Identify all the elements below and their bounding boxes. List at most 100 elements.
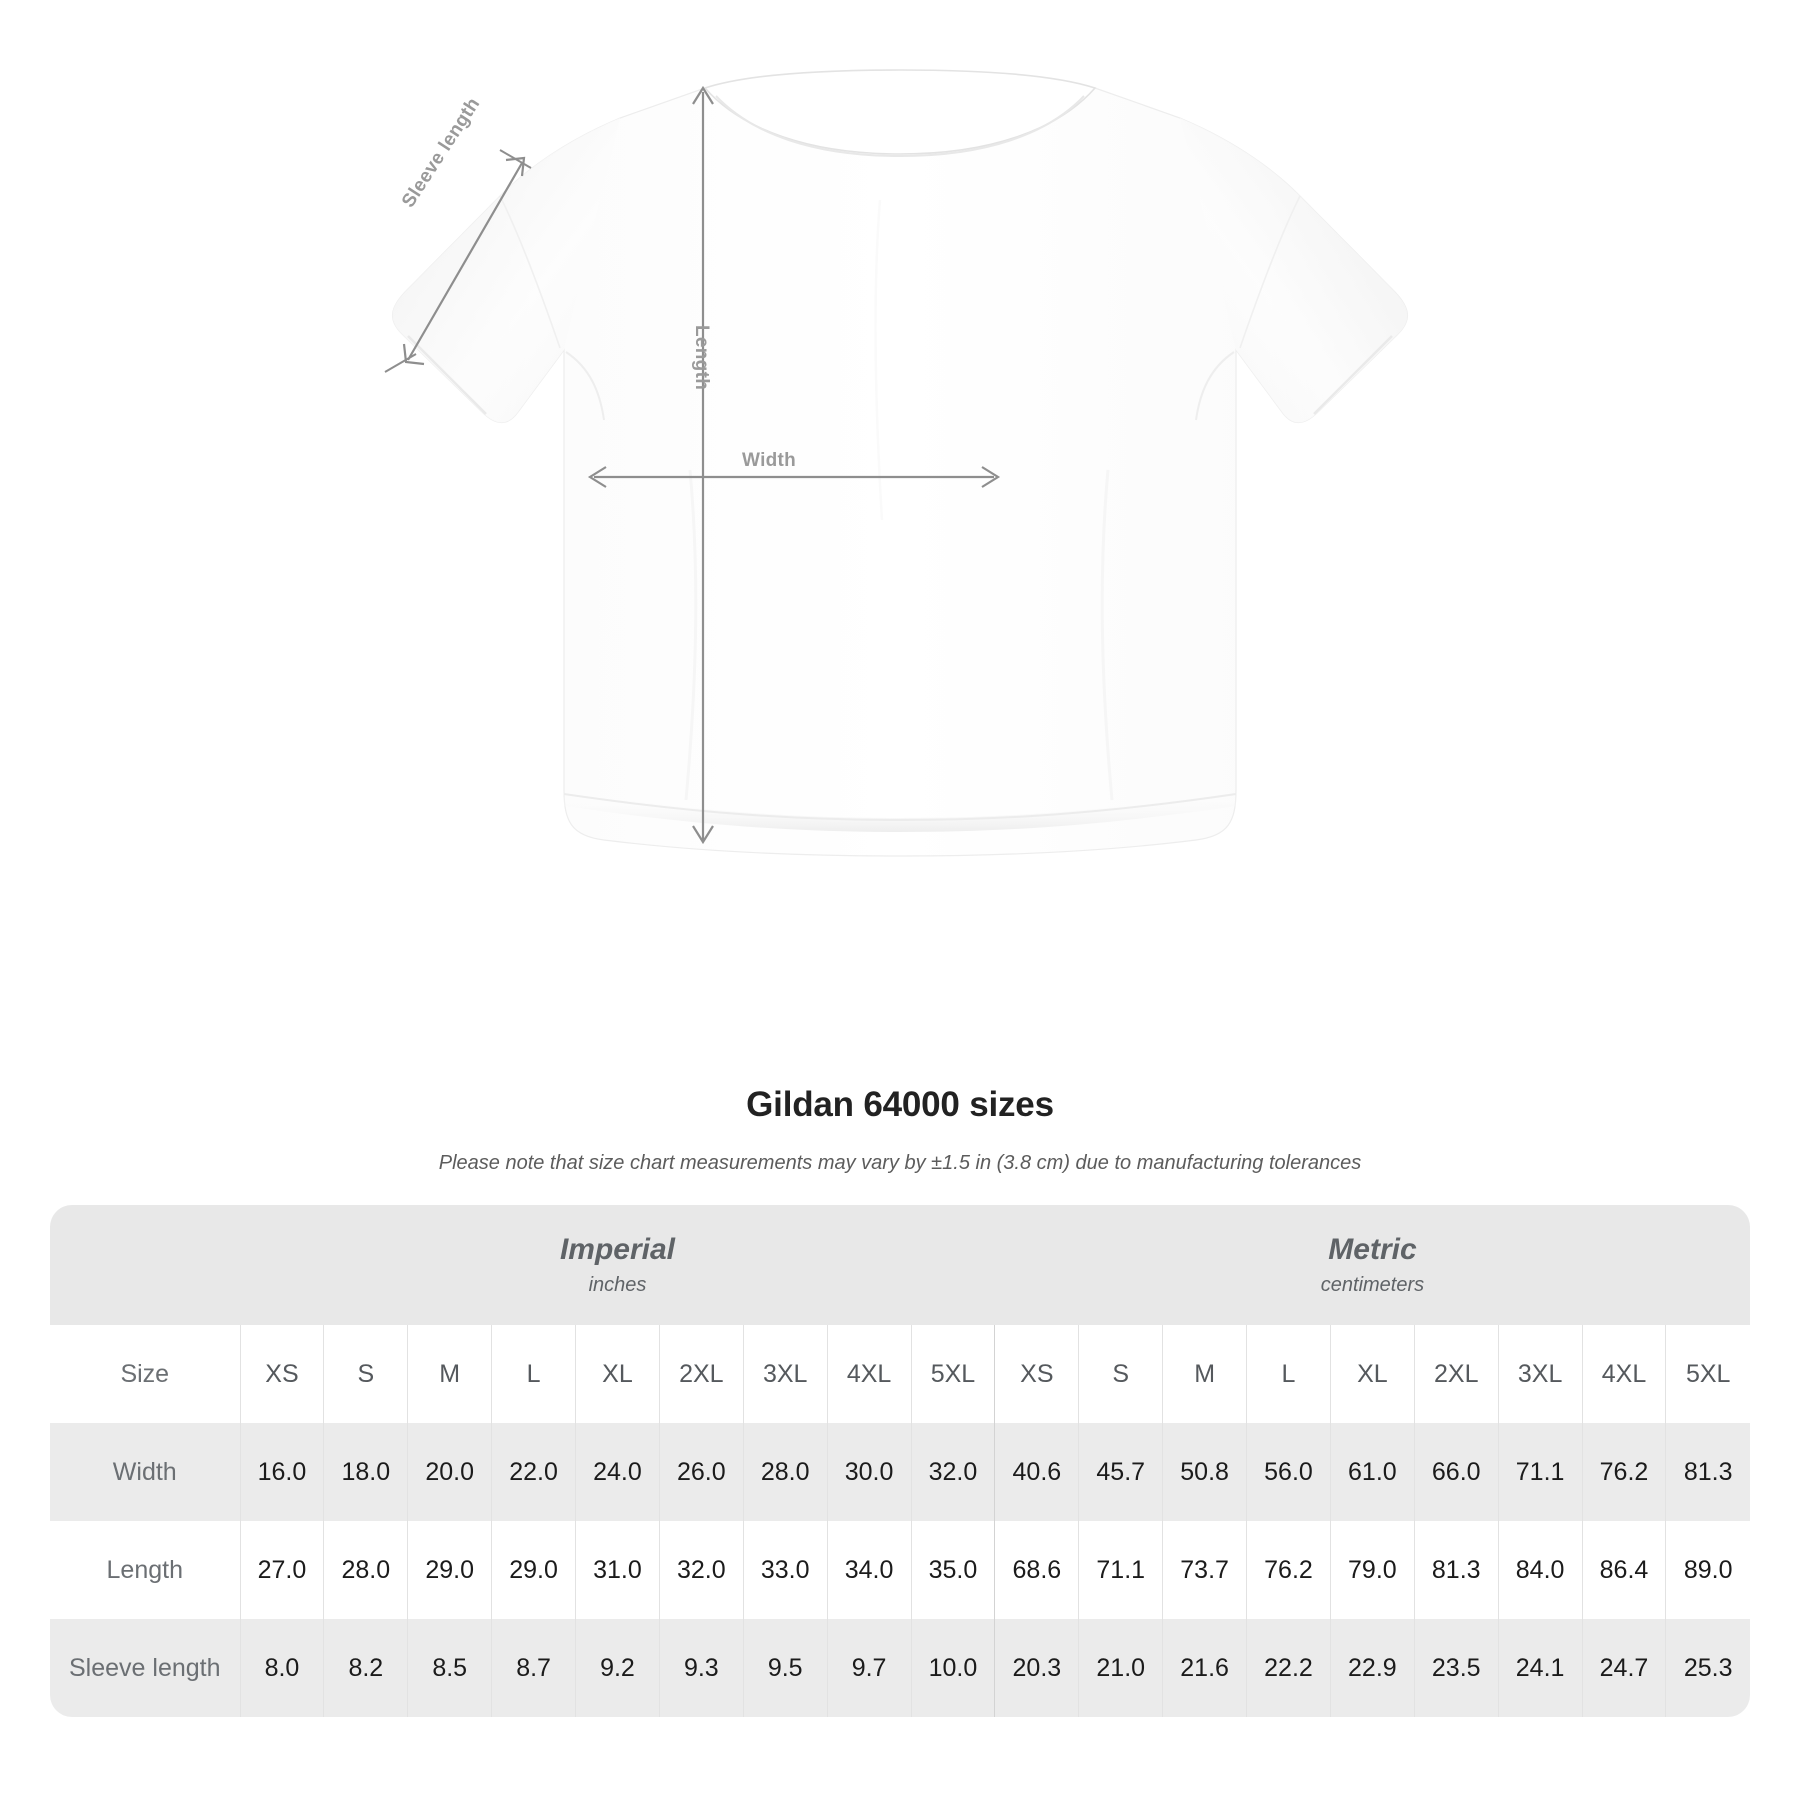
cell-sleeve-length-metric-l: 22.2 [1246,1619,1331,1717]
cell-sleeve-length-metric-3xl: 24.1 [1497,1619,1583,1717]
cell-width-metric-l: 56.0 [1246,1423,1331,1521]
cell-sleeve-length-imperial-m: 8.5 [407,1619,492,1717]
cell-sleeve-length-imperial-s: 8.2 [323,1619,408,1717]
sleeve-length-arrow [384,149,532,373]
size-row-label: Size [50,1325,241,1423]
cell-sleeve-length-imperial-3xl: 9.5 [742,1619,828,1717]
size-table-container: Imperial inches Metric centimeters Size … [50,1205,1750,1717]
cell-width-imperial-xs: 16.0 [239,1423,324,1521]
tshirt-illustration-svg [384,69,1408,857]
cell-width-metric-2xl: 66.0 [1413,1423,1499,1521]
cell-width-imperial-l: 22.0 [491,1423,576,1521]
cell-width-metric-5xl: 81.3 [1665,1423,1750,1521]
cell-sleeve-length-imperial-5xl: 10.0 [910,1619,995,1717]
cell-length-imperial-3xl: 33.0 [742,1521,828,1619]
cell-width-metric-xl: 61.0 [1329,1423,1415,1521]
cell-length-imperial-s: 28.0 [323,1521,408,1619]
cell-length-metric-3xl: 84.0 [1497,1521,1583,1619]
cell-width-imperial-m: 20.0 [407,1423,492,1521]
cell-length-metric-l: 76.2 [1246,1521,1331,1619]
size-column-header-imperial-xl: XL [575,1325,660,1423]
size-header-row: Size XS S M L XL 2XL 3XL 4XL 5XL XS S M L XL 2XL 3XL 4XL… [50,1325,1750,1423]
cell-length-metric-xl: 79.0 [1329,1521,1415,1619]
cell-length-imperial-xl: 31.0 [575,1521,660,1619]
length-arrow [692,85,714,845]
size-column-header-imperial-m: M [407,1325,492,1423]
cell-width-metric-m: 50.8 [1162,1423,1247,1521]
cell-width-metric-4xl: 76.2 [1581,1423,1666,1521]
size-column-header-metric-m: M [1162,1325,1247,1423]
cell-width-imperial-4xl: 30.0 [826,1423,912,1521]
size-column-header-metric-l: L [1246,1325,1331,1423]
cell-sleeve-length-metric-xl: 22.9 [1329,1619,1415,1717]
table-row: Width 16.0 18.0 20.0 22.0 24.0 26.0 28.0 30.0 32.… [50,1423,1750,1521]
cell-length-metric-m: 73.7 [1162,1521,1247,1619]
size-column-header-imperial-l: L [491,1325,576,1423]
cell-length-metric-xs: 68.6 [994,1521,1079,1619]
cell-sleeve-length-imperial-l: 8.7 [491,1619,576,1717]
size-column-header-metric-5xl: 5XL [1665,1325,1750,1423]
cell-sleeve-length-metric-2xl: 23.5 [1413,1619,1499,1717]
cell-width-metric-xs: 40.6 [994,1423,1079,1521]
cell-width-imperial-2xl: 26.0 [658,1423,744,1521]
cell-length-metric-4xl: 86.4 [1581,1521,1666,1619]
cell-width-metric-s: 45.7 [1078,1423,1163,1521]
size-chart-table: Imperial inches Metric centimeters Size … [50,1205,1750,1717]
cell-width-imperial-3xl: 28.0 [742,1423,828,1521]
cell-length-imperial-xs: 27.0 [239,1521,324,1619]
table-row: Length 27.0 28.0 29.0 29.0 31.0 32.0 33.0 34.0 35… [50,1521,1750,1619]
size-column-header-metric-xs: XS [994,1325,1079,1423]
cell-sleeve-length-metric-m: 21.6 [1162,1619,1247,1717]
cell-sleeve-length-imperial-2xl: 9.3 [658,1619,744,1717]
size-column-header-metric-xl: XL [1329,1325,1415,1423]
unit-system-name-metric: Metric [1328,1233,1417,1266]
width-arrow [587,466,1001,488]
cell-length-metric-s: 71.1 [1078,1521,1163,1619]
unit-header-imperial: Imperial inches [240,1205,995,1325]
cell-sleeve-length-imperial-4xl: 9.7 [826,1619,912,1717]
size-column-header-imperial-5xl: 5XL [910,1325,995,1423]
size-column-header-imperial-s: S [323,1325,408,1423]
unit-system-header-row: Imperial inches Metric centimeters [50,1205,1750,1325]
size-column-header-metric-2xl: 2XL [1413,1325,1499,1423]
cell-sleeve-length-metric-s: 21.0 [1078,1619,1163,1717]
cell-width-metric-3xl: 71.1 [1497,1423,1583,1521]
cell-length-imperial-4xl: 34.0 [826,1521,912,1619]
cell-width-imperial-s: 18.0 [323,1423,408,1521]
tshirt-diagram: Sleeve length Length Width [384,69,1408,857]
cell-sleeve-length-imperial-xl: 9.2 [575,1619,660,1717]
size-column-header-metric-s: S [1078,1325,1163,1423]
tolerance-note: Please note that size chart measurements… [438,1152,1362,1174]
cell-sleeve-length-metric-xs: 20.3 [994,1619,1079,1717]
size-column-header-metric-3xl: 3XL [1497,1325,1583,1423]
shirt-body-shape [392,69,1408,857]
row-label-sleeve-length: Sleeve length [50,1619,241,1717]
unit-header-spacer [50,1205,241,1325]
cell-sleeve-length-metric-5xl: 25.3 [1665,1619,1750,1717]
cell-sleeve-length-imperial-xs: 8.0 [239,1619,324,1717]
cell-length-imperial-2xl: 32.0 [658,1521,744,1619]
width-dimension-label: Width [742,450,797,471]
size-column-header-metric-4xl: 4XL [1581,1325,1666,1423]
length-dimension-label: Length [691,325,712,391]
cell-length-imperial-l: 29.0 [491,1521,576,1619]
row-label-width: Width [50,1423,241,1521]
unit-sub-imperial: inches [588,1274,647,1296]
cell-length-imperial-5xl: 35.0 [910,1521,995,1619]
cell-length-metric-5xl: 89.0 [1665,1521,1750,1619]
cell-length-metric-2xl: 81.3 [1413,1521,1499,1619]
size-column-header-imperial-2xl: 2XL [658,1325,744,1423]
size-column-header-imperial-xs: XS [239,1325,324,1423]
size-column-header-imperial-3xl: 3XL [742,1325,828,1423]
unit-header-metric: Metric centimeters [994,1205,1750,1325]
cell-width-imperial-xl: 24.0 [575,1423,660,1521]
unit-system-name-imperial: Imperial [559,1233,675,1266]
cell-length-imperial-m: 29.0 [407,1521,492,1619]
size-column-header-imperial-4xl: 4XL [826,1325,912,1423]
measurement-arrows [384,85,1001,845]
unit-sub-metric: centimeters [1320,1274,1425,1296]
cell-sleeve-length-metric-4xl: 24.7 [1581,1619,1666,1717]
row-label-length: Length [50,1521,241,1619]
cell-width-imperial-5xl: 32.0 [910,1423,995,1521]
